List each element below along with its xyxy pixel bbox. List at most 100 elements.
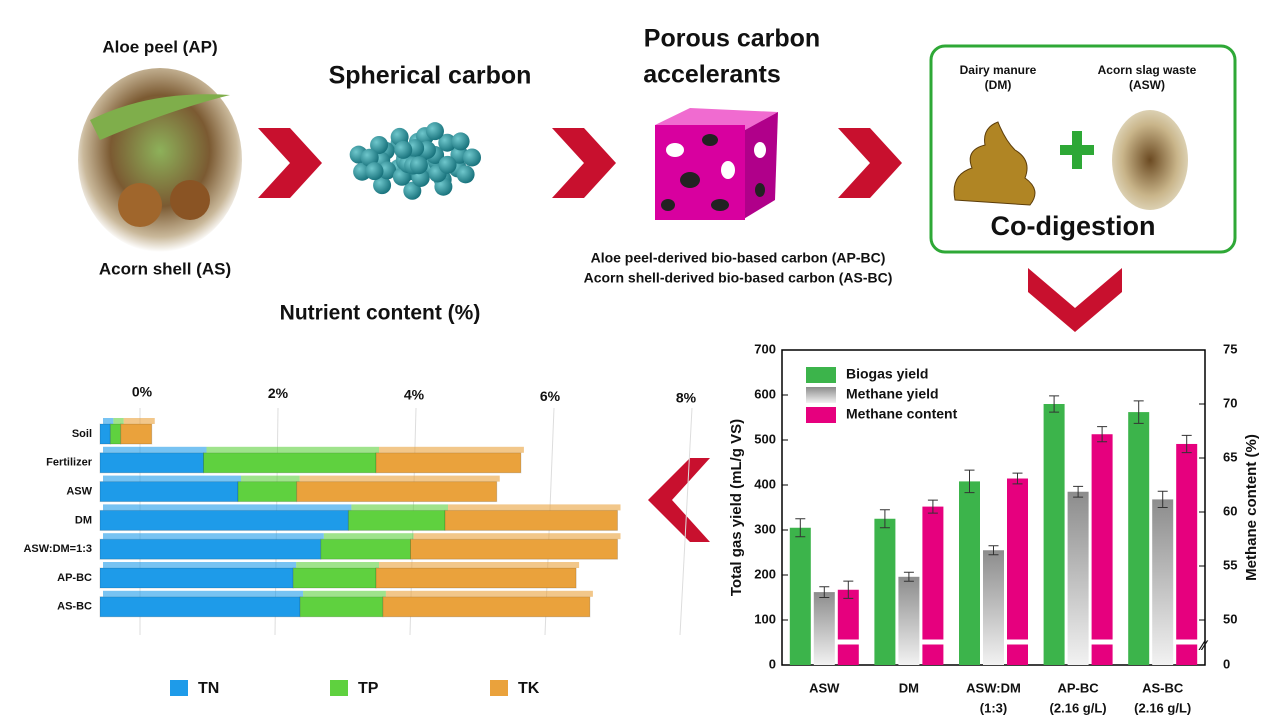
x-tick-label: ASW:DM <box>966 680 1021 695</box>
heading: Co-digestion <box>991 211 1156 241</box>
bar <box>813 592 835 665</box>
x-tick-label: 6% <box>540 388 561 404</box>
aloe-leaf <box>90 94 230 140</box>
x-tick-label: AS-BC <box>1142 680 1184 695</box>
y-tick-label: 100 <box>754 611 776 626</box>
bar <box>922 506 944 665</box>
bar-top <box>299 475 500 482</box>
y-tick-label: AP-BC <box>57 572 92 584</box>
sphere <box>425 122 444 141</box>
axis-break: ∕∕ <box>1198 637 1208 653</box>
sphere <box>378 161 397 180</box>
caption: Acorn shell-derived bio-based carbon (AS… <box>584 270 893 286</box>
bar <box>1128 412 1150 665</box>
bar-top <box>448 504 621 511</box>
y-tick-label: AS-BC <box>57 601 92 613</box>
error-bar <box>843 580 854 599</box>
codigestion-box <box>929 44 1237 254</box>
x-tick-label: (1:3) <box>980 700 1007 715</box>
bar <box>1043 404 1065 665</box>
legend-label: TP <box>358 680 379 697</box>
bar-top <box>103 590 304 597</box>
porous-cube <box>655 108 778 220</box>
x-tick-label: ASW <box>809 680 840 695</box>
bar-top <box>103 475 241 482</box>
legend-swatch <box>806 367 836 383</box>
error-bar <box>1012 472 1023 485</box>
bar-segment <box>296 481 498 503</box>
y2-tick-label: 0 <box>1223 656 1230 671</box>
sphere <box>365 162 384 181</box>
bar-segment <box>375 567 577 589</box>
legend-swatch <box>806 407 836 423</box>
legend-label: Biogas yield <box>846 366 928 382</box>
bar-top <box>103 504 352 511</box>
arrow <box>258 128 1122 542</box>
bar-top <box>241 475 300 482</box>
bar-top <box>296 562 379 568</box>
manure-icon <box>953 121 1036 206</box>
bar-top <box>379 446 524 453</box>
sphere <box>409 156 428 175</box>
heading: Spherical carbon <box>329 62 532 90</box>
legend-label: Methane content <box>846 406 958 422</box>
sphere <box>394 140 413 159</box>
break-gap <box>1090 639 1114 645</box>
y2-tick-label: 65 <box>1223 449 1237 464</box>
bar-segment <box>299 596 384 618</box>
y2-tick-label: 70 <box>1223 395 1237 410</box>
error-bar <box>879 509 890 529</box>
x-tick-label: 0% <box>132 384 153 400</box>
error-bar <box>903 571 914 582</box>
y-tick-label: ASW:DM=1:3 <box>23 543 92 555</box>
x-tick-label: 2% <box>268 385 289 401</box>
y2-tick-label: 55 <box>1223 557 1237 572</box>
bar <box>1007 478 1028 665</box>
bar-top <box>413 533 621 540</box>
bar-segment <box>99 596 301 618</box>
plus-icon <box>1060 131 1094 169</box>
y-tick-label: 200 <box>754 566 776 581</box>
legend-label: TK <box>518 680 540 697</box>
chart-title: Nutrient content (%) <box>280 302 481 325</box>
heading: accelerants <box>643 61 781 89</box>
legend-label: TN <box>198 680 219 697</box>
legend-swatch <box>170 680 188 696</box>
error-bar <box>795 518 806 538</box>
y-tick-label: DM <box>75 514 92 526</box>
error-bar <box>819 586 830 598</box>
bar-segment <box>99 567 294 589</box>
heading: Porous carbon <box>644 25 820 53</box>
label: Acorn shell (AS) <box>99 259 231 278</box>
bar-segment <box>99 509 349 531</box>
bar-segment <box>237 481 298 503</box>
bar-segment <box>109 423 122 445</box>
sphere <box>370 135 389 154</box>
bar-top <box>351 504 448 511</box>
break-gap <box>1006 639 1029 645</box>
bar <box>1067 491 1089 665</box>
break-gap <box>1175 639 1199 645</box>
y-axis-label: Total gas yield (mL/g VS) <box>728 419 745 596</box>
sphere <box>456 165 475 184</box>
y-tick-label: 500 <box>754 431 776 446</box>
y-tick-label: ASW <box>66 486 92 498</box>
bar-segment <box>99 452 204 474</box>
bar-segment <box>382 596 591 618</box>
label: Acorn slag waste <box>1098 63 1197 77</box>
y2-axis-label: Methane content (%) <box>1243 434 1260 581</box>
label: Dairy manure <box>960 63 1037 77</box>
label: (ASW) <box>1129 78 1165 92</box>
error-bar <box>1097 426 1108 443</box>
y-tick-label: 400 <box>754 476 776 491</box>
bar-segment <box>99 481 239 503</box>
x-tick-label: (2.16 g/L) <box>1050 700 1107 715</box>
bar-segment <box>444 509 618 531</box>
bar-segment <box>203 452 377 474</box>
bar <box>789 527 811 665</box>
y-tick-label: 600 <box>754 386 776 401</box>
bar-top <box>103 562 297 568</box>
bar <box>898 576 920 665</box>
label: (DM) <box>985 78 1012 92</box>
